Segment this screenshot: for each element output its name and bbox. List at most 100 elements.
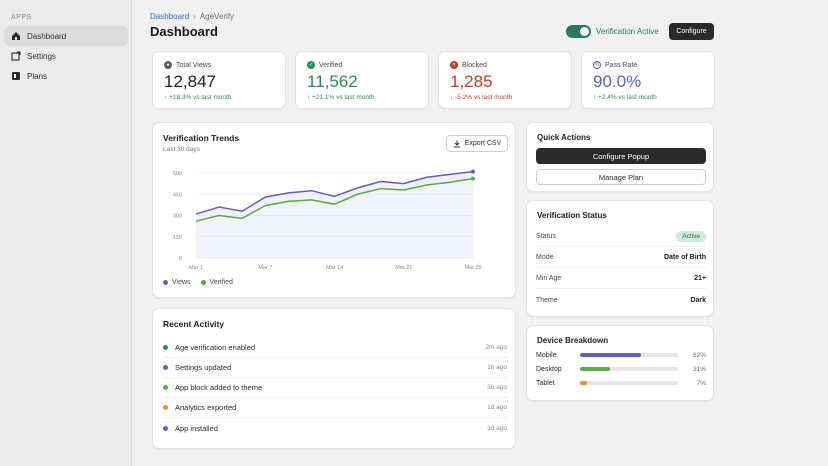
configure-popup-button[interactable]: Configure Popup	[536, 148, 706, 164]
device-name: Desktop	[536, 365, 562, 373]
y-tick-label: 300	[173, 214, 182, 220]
activity-time: 2m ago	[485, 344, 507, 351]
device-percent: 7%	[696, 379, 706, 387]
mode-row: Mode Date of Birth	[536, 248, 706, 268]
activity-item: Settings updated 1h ago	[163, 358, 507, 378]
stat-value: 12,847	[164, 72, 216, 91]
legend-label: Views	[172, 279, 191, 286]
activity-dot	[163, 405, 168, 410]
stat-change: ↑ +21.1% vs last month	[307, 94, 375, 101]
y-tick-label: 150	[173, 235, 182, 241]
status-row: Status Active	[536, 227, 706, 247]
device-bar	[580, 381, 678, 385]
legend-item-verified: Verified	[200, 279, 233, 286]
sidebar-item-label: Settings	[27, 51, 56, 61]
legend-swatch	[163, 279, 168, 285]
export-label: Export CSV	[464, 140, 502, 147]
status-badge: Active	[676, 231, 706, 242]
stat-label: Blocked	[462, 61, 487, 69]
row-label: Theme	[536, 296, 558, 304]
card-title: Device Breakdown	[537, 336, 609, 345]
card-title: Verification Trends	[163, 133, 240, 143]
stat-card-pass-rate: % Pass Rate 90.0% ↑ +2.4% vs last month	[581, 51, 715, 109]
activity-time: 3h ago	[487, 384, 507, 391]
card-title: Verification Status	[537, 211, 607, 220]
stat-value: 11,562	[307, 72, 358, 91]
activity-time: 3d ago	[487, 424, 507, 432]
x-tick-label: Mar 1	[189, 265, 203, 271]
sidebar-item-settings[interactable]: Settings	[4, 46, 128, 66]
row-label: Min Age	[536, 275, 562, 282]
configure-button[interactable]: Configure	[669, 23, 714, 40]
export-csv-button[interactable]: Export CSV	[446, 135, 508, 152]
quick-actions-card: Quick Actions Configure Popup Manage Pla…	[526, 122, 714, 192]
card-title: Recent Activity	[163, 319, 225, 329]
x-tick-label: Mar 25	[464, 265, 481, 271]
legend-label: Verified	[209, 279, 233, 286]
activity-dot	[163, 385, 168, 390]
device-bar-fill	[580, 353, 641, 357]
plans-icon	[12, 72, 20, 80]
sidebar-item-dashboard[interactable]: Dashboard	[4, 26, 128, 46]
x-tick-label: Mar 21	[395, 265, 412, 271]
min-age-row: Min Age 21+	[536, 269, 706, 289]
breadcrumb-link-dashboard[interactable]: Dashboard	[150, 12, 190, 21]
device-bar-fill	[580, 381, 587, 385]
stat-card-verified: ✓ Verified 11,562 ↑ +21.1% vs last month	[295, 51, 429, 109]
row-value: Dark	[690, 296, 706, 304]
activity-dot	[163, 365, 168, 370]
device-bar	[580, 353, 678, 357]
settings-icon	[11, 51, 21, 61]
activity-dot	[163, 345, 168, 350]
card-title: Quick Actions	[537, 133, 591, 142]
activity-item: Age verification enabled 2m ago	[163, 338, 507, 358]
device-bar	[580, 367, 678, 371]
row-value: 21+	[694, 275, 706, 282]
download-icon	[453, 140, 460, 147]
activity-item: Analytics exported 1d ago	[163, 398, 507, 418]
percent-icon: %	[593, 61, 601, 69]
stat-label: Verified	[319, 61, 343, 69]
verification-toggle[interactable]	[566, 25, 591, 38]
stat-label: Pass Rate	[605, 61, 638, 69]
activity-item: App installed 3d ago	[163, 418, 507, 438]
row-label: Mode	[536, 254, 554, 261]
sidebar-item-label: Plans	[27, 71, 48, 81]
sidebar: APPS Dashboard Settings Plans	[0, 0, 132, 466]
x-tick-label: Mar 14	[326, 265, 343, 271]
toggle-knob	[580, 27, 589, 36]
home-icon	[12, 32, 20, 40]
stat-value: 1,285	[450, 72, 493, 91]
series-line-verified	[195, 177, 474, 222]
y-tick-label: 600	[173, 171, 182, 177]
verification-status-label: Verification Active	[596, 27, 659, 36]
x-tick-label: Mar 7	[258, 265, 272, 271]
verification-status-card: Verification Status Status Active Mode Dat…	[526, 200, 714, 317]
chart-legend: Views Verified	[163, 279, 233, 286]
activity-text: Age verification enabled	[175, 343, 256, 352]
stat-change: ↑ +2.4% vs last month	[593, 94, 657, 101]
activity-time: 1h ago	[487, 364, 507, 371]
activity-text: App block added to theme	[175, 383, 263, 392]
eye-icon: ●	[164, 61, 172, 69]
activity-text: Analytics exported	[175, 403, 237, 412]
series-endpoint-views	[471, 169, 475, 174]
recent-activity-card: Recent Activity Age verification enabled…	[152, 308, 516, 449]
device-row-desktop: Desktop 31%	[536, 363, 706, 375]
row-label: Status	[536, 233, 556, 240]
card-subtitle: Last 30 days	[163, 146, 200, 153]
stat-change: ↑ +18.3% vs last month	[164, 94, 232, 101]
legend-item-views: Views	[163, 279, 191, 286]
breadcrumb-current: AgeVerify	[199, 12, 235, 21]
stat-card-total-views: ● Total Views 12,847 ↑ +18.3% vs last mo…	[152, 51, 286, 109]
sidebar-heading: APPS	[11, 14, 32, 21]
activity-item: App block added to theme 3h ago	[163, 378, 507, 398]
device-name: Mobile	[536, 351, 557, 359]
device-breakdown-card: Device Breakdown Mobile 62% Desktop 31% Ta…	[526, 325, 714, 401]
sidebar-item-plans[interactable]: Plans	[4, 66, 128, 86]
device-bar-fill	[580, 367, 611, 371]
page-title: Dashboard	[150, 24, 218, 39]
stat-card-blocked: ✕ Blocked 1,285 ↓ -5.2% vs last month	[438, 51, 572, 109]
manage-plan-button[interactable]: Manage Plan	[536, 169, 706, 185]
row-value: Date of Birth	[664, 254, 706, 261]
